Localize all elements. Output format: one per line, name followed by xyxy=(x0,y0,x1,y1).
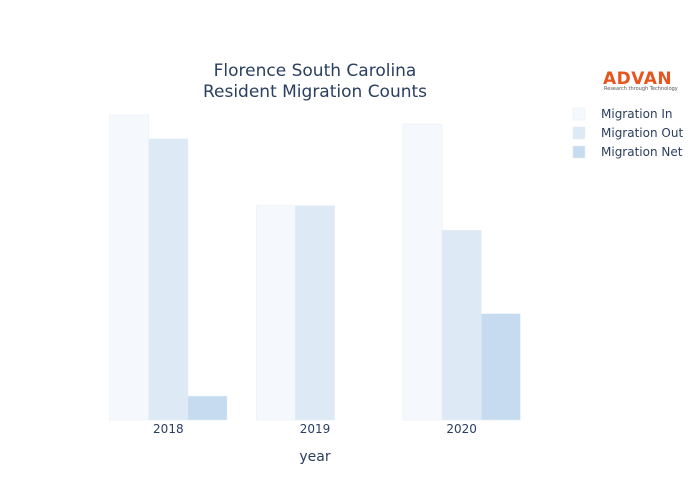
x-axis-ticks: 2018 2019 2020 xyxy=(153,422,477,436)
bar-migration-out-2020[interactable] xyxy=(441,230,482,421)
x-tick-label-2018: 2018 xyxy=(153,422,184,436)
bar-migration-out-2019[interactable] xyxy=(295,205,335,421)
bar-migration-out-2018[interactable] xyxy=(148,138,189,421)
chart-title-line-2: Resident Migration Counts xyxy=(203,82,427,102)
bar-migration-net-2018[interactable] xyxy=(187,395,228,421)
legend-swatch-migration-net[interactable] xyxy=(572,145,586,159)
logo-name: ADVAN xyxy=(603,69,672,89)
legend-label-migration-net[interactable]: Migration Net xyxy=(601,145,683,159)
chart-title-line-1: Florence South Carolina xyxy=(214,61,417,81)
x-tick-label-2019: 2019 xyxy=(300,422,331,436)
advan-logo: ADVAN Research through Technology xyxy=(603,69,678,92)
x-tick-label-2020: 2020 xyxy=(446,422,477,436)
legend-swatch-migration-out[interactable] xyxy=(572,126,586,140)
x-axis-title: year xyxy=(299,449,330,465)
bar-migration-in-2019[interactable] xyxy=(256,205,296,421)
bar-migration-net-2020[interactable] xyxy=(480,313,521,421)
bar-migration-in-2018[interactable] xyxy=(109,114,150,421)
legend-swatch-migration-in[interactable] xyxy=(572,107,586,121)
legend-label-migration-out[interactable]: Migration Out xyxy=(601,126,683,140)
bar-migration-in-2020[interactable] xyxy=(402,123,443,421)
plot-area xyxy=(109,114,521,421)
legend-label-migration-in[interactable]: Migration In xyxy=(601,107,673,121)
logo-tagline: Research through Technology xyxy=(604,86,678,92)
legend[interactable]: Migration In Migration Out Migration Net xyxy=(572,107,683,159)
